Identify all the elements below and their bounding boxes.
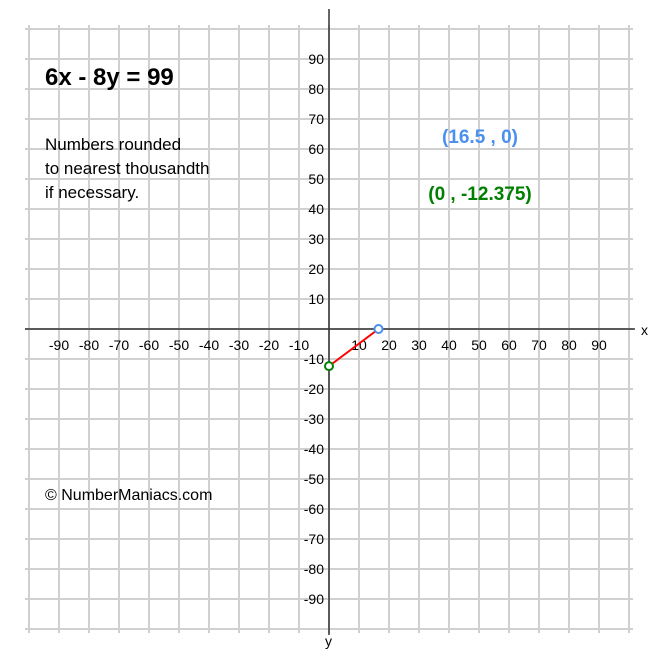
y-tick-label: -90 <box>304 591 324 607</box>
x-intercept-point <box>373 324 384 334</box>
y-tick-label: -20 <box>304 381 324 397</box>
x-tick-label: 40 <box>441 337 457 353</box>
axes <box>25 9 635 635</box>
y-intercept-point <box>324 361 334 372</box>
line-segment <box>328 328 380 367</box>
x-intercept-label: (16.5 , 0) <box>442 127 518 148</box>
note-line-1: Numbers rounded <box>45 135 181 154</box>
x-tick-label: -10 <box>289 337 309 353</box>
x-tick-label: 50 <box>471 337 487 353</box>
y-tick-label: -60 <box>304 501 324 517</box>
y-tick-label: 10 <box>308 291 324 307</box>
x-tick-label: 70 <box>531 337 547 353</box>
y-intercept-label: (0 , -12.375) <box>428 184 532 205</box>
y-tick-label: 90 <box>308 51 324 67</box>
y-tick-label: -80 <box>304 561 324 577</box>
y-tick-label: -50 <box>304 471 324 487</box>
x-tick-label: 90 <box>591 337 607 353</box>
y-tick-label: -40 <box>304 441 324 457</box>
x-axis-label: x <box>641 322 648 338</box>
y-axis-label: y <box>325 633 332 649</box>
marks <box>324 324 384 372</box>
x-tick-label: -90 <box>49 337 69 353</box>
x-tick-label: -20 <box>259 337 279 353</box>
x-tick-label: 30 <box>411 337 427 353</box>
tick-labels: -90 -80 -70 -60 -50 -40 -30 -20 -10 10 20 30 40 50 60 7… <box>49 51 607 607</box>
chart-title: 6x - 8y = 99 <box>45 64 174 91</box>
y-tick-label: -30 <box>304 411 324 427</box>
x-tick-label: -30 <box>229 337 249 353</box>
y-tick-label: 80 <box>308 81 324 97</box>
x-tick-label: -40 <box>199 337 219 353</box>
note-line-2: to nearest thousandth <box>45 159 209 178</box>
x-tick-label: 60 <box>501 337 517 353</box>
y-tick-label: 60 <box>308 141 324 157</box>
x-tick-label: 20 <box>381 337 397 353</box>
y-tick-label: -10 <box>304 351 324 367</box>
y-tick-label: 30 <box>308 231 324 247</box>
note-line-3: if necessary. <box>45 183 139 202</box>
y-tick-label: 50 <box>308 171 324 187</box>
x-tick-label: 80 <box>561 337 577 353</box>
copyright: © NumberManiacs.com <box>45 487 212 504</box>
x-tick-label: -60 <box>139 337 159 353</box>
y-tick-label: 70 <box>308 111 324 127</box>
y-tick-label: 40 <box>308 201 324 217</box>
x-tick-label: -70 <box>109 337 129 353</box>
y-tick-label: 20 <box>308 261 324 277</box>
y-tick-label: -70 <box>304 531 324 547</box>
x-tick-label: -50 <box>169 337 189 353</box>
x-tick-label: -80 <box>79 337 99 353</box>
